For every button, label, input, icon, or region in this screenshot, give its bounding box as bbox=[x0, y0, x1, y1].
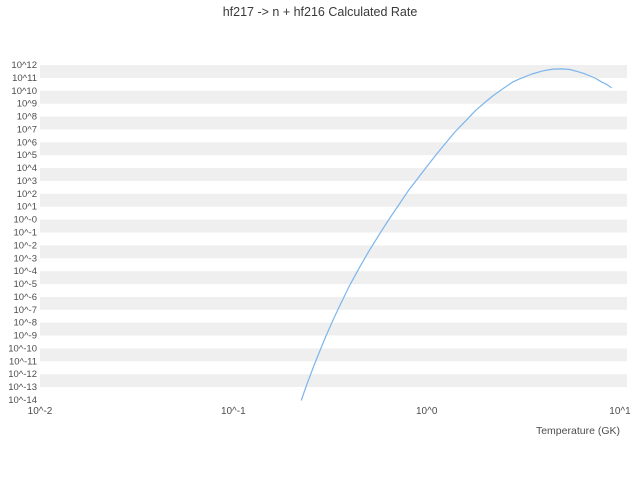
y-tick-label: 10^-13 bbox=[8, 382, 37, 393]
rate-curve bbox=[300, 68, 612, 401]
y-tick-label: 10^9 bbox=[17, 99, 37, 110]
grid-band bbox=[40, 348, 627, 362]
y-tick-label: 10^1 bbox=[17, 202, 37, 213]
y-tick-label: 10^-11 bbox=[9, 356, 37, 367]
y-tick-label: 10^-10 bbox=[8, 344, 37, 355]
grid-band bbox=[40, 271, 627, 285]
x-tick-label: 10^0 bbox=[416, 406, 438, 417]
y-tick-label: 10^12 bbox=[11, 60, 37, 71]
y-tick-label: 10^-7 bbox=[14, 305, 37, 316]
y-tick-label: 10^7 bbox=[17, 124, 37, 135]
grid-band bbox=[40, 90, 627, 104]
y-tick-label: 10^6 bbox=[17, 137, 37, 148]
y-tick-label: 10^-14 bbox=[8, 395, 37, 406]
grid-band bbox=[40, 245, 627, 259]
grid-band bbox=[40, 193, 627, 207]
y-tick-label: 10^-8 bbox=[14, 318, 37, 329]
chart-title: hf217 -> n + hf216 Calculated Rate bbox=[222, 5, 418, 19]
x-tick-label: 10^1 bbox=[609, 406, 631, 417]
y-tick-label: 10^2 bbox=[17, 189, 37, 200]
y-tick-label: 10^10 bbox=[11, 86, 37, 97]
grid-band bbox=[40, 142, 627, 156]
y-tick-label: 10^-5 bbox=[14, 279, 37, 290]
x-tick-label: 10^-1 bbox=[221, 406, 246, 417]
y-tick-label: 10^8 bbox=[17, 112, 37, 123]
grid-band bbox=[40, 296, 627, 310]
grid-band bbox=[40, 374, 627, 388]
grid-band bbox=[40, 65, 627, 78]
x-axis-label: Temperature (GK) bbox=[535, 425, 620, 437]
grid-band bbox=[40, 219, 627, 233]
y-tick-label: 10^-2 bbox=[14, 240, 37, 251]
x-tick-label: 10^-2 bbox=[28, 406, 53, 417]
y-tick-label: 10^-0 bbox=[14, 215, 37, 226]
grid-band bbox=[40, 322, 627, 336]
grid-band bbox=[40, 168, 627, 181]
y-tick-label: 10^4 bbox=[17, 163, 37, 174]
y-tick-label: 10^-12 bbox=[8, 369, 37, 380]
y-tick-label: 10^3 bbox=[17, 176, 37, 187]
grid-band bbox=[40, 116, 627, 130]
y-tick-label: 10^11 bbox=[12, 73, 37, 84]
y-tick-label: 10^-4 bbox=[14, 266, 37, 277]
y-tick-label: 10^5 bbox=[17, 150, 37, 161]
y-tick-label: 10^-1 bbox=[14, 228, 37, 239]
y-tick-label: 10^-3 bbox=[14, 253, 37, 264]
y-tick-label: 10^-9 bbox=[14, 331, 37, 342]
y-tick-label: 10^-6 bbox=[14, 292, 37, 303]
